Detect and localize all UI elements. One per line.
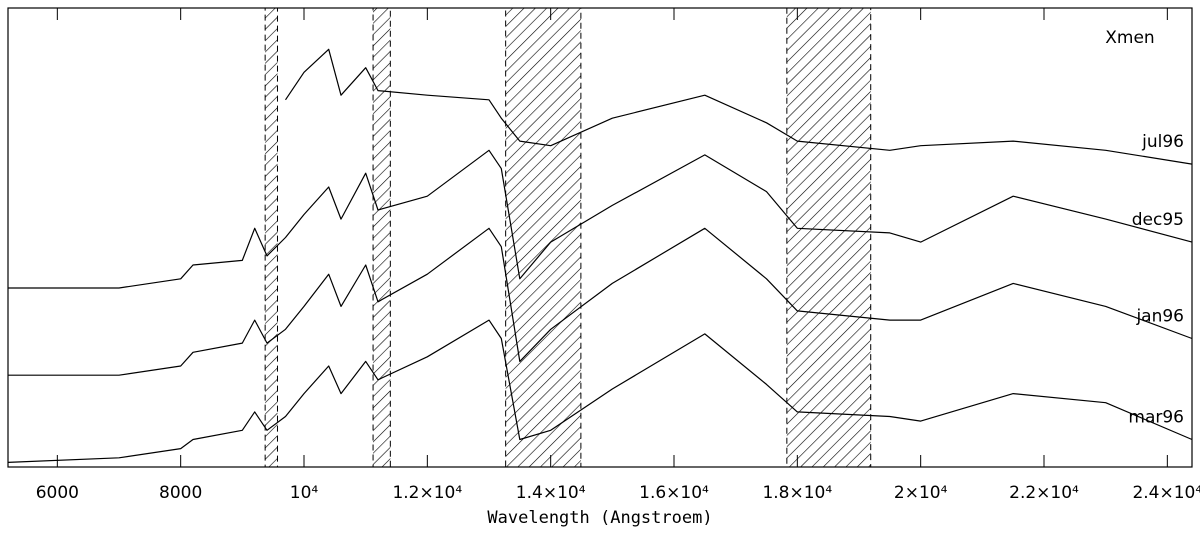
spectrum-line [285, 48, 1193, 165]
telluric-band [786, 7, 872, 468]
plot-frame [7, 7, 1193, 468]
telluric-band [372, 7, 391, 468]
telluric-band [505, 7, 582, 468]
x-tick-label: 2.4×10⁴ [1132, 483, 1200, 503]
spectrum-line [7, 319, 1193, 463]
shaded-layer [264, 7, 872, 468]
x-tick-label: 2.2×10⁴ [1009, 483, 1079, 503]
x-tick-label: 8000 [159, 483, 202, 503]
x-tick-label: 1.4×10⁴ [516, 483, 586, 503]
series-label: jul96 [1141, 132, 1184, 152]
x-tick-label: 2×10⁴ [894, 483, 948, 503]
x-tick-label: 1.8×10⁴ [762, 483, 832, 503]
series-label: mar96 [1128, 407, 1184, 427]
chart-title: Xmen [1105, 28, 1154, 48]
x-tick-label: 1.2×10⁴ [392, 483, 462, 503]
series-label: dec95 [1132, 210, 1184, 230]
telluric-band [264, 7, 278, 468]
series-label: jan96 [1135, 306, 1184, 326]
x-axis-label: Wavelength (Angstroem) [487, 508, 712, 528]
spectrum-line [8, 227, 1193, 376]
x-tick-label: 1.6×10⁴ [639, 483, 709, 503]
x-tick-label: 6000 [36, 483, 79, 503]
spectrum-line [8, 149, 1193, 289]
x-tick-label: 10⁴ [290, 483, 319, 503]
